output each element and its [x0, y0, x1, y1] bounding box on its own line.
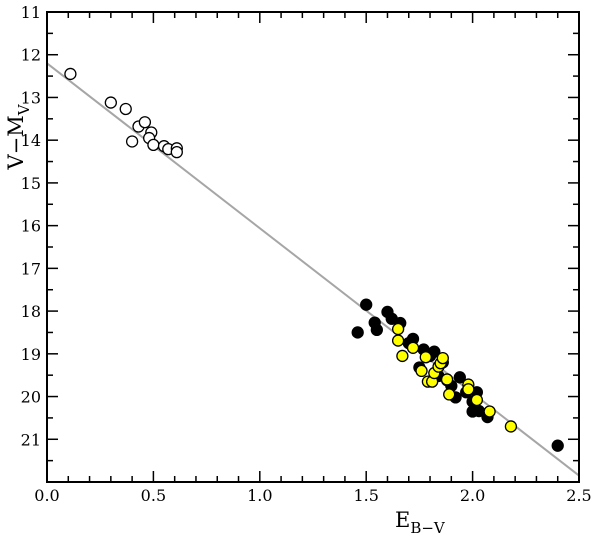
data-point: [125, 135, 139, 148]
x-axis-title-sub: B−V: [410, 519, 446, 537]
y-tick-label: 18: [21, 302, 41, 321]
y-tick-label: 17: [21, 259, 41, 278]
data-point: [138, 116, 152, 129]
series-yellow-circle: [391, 322, 518, 433]
data-point: [443, 388, 456, 401]
data-point: [351, 326, 364, 339]
ticks-layer: [46, 11, 580, 483]
data-point: [147, 138, 160, 152]
y-tick-labels: 11 12 13 14 15 16 17 18 19 20 21: [21, 3, 41, 449]
y-tick-label: 13: [21, 88, 41, 107]
y-axis-title: V−MV: [4, 103, 33, 170]
data-point: [170, 145, 183, 159]
x-tick-label: 1.0: [247, 486, 272, 505]
y-tick-label: 16: [21, 217, 41, 236]
points-layer: [64, 67, 564, 452]
data-point: [551, 439, 564, 452]
data-point: [419, 351, 432, 364]
x-tick-label: 1.5: [353, 486, 378, 505]
series-open-circle: [64, 67, 183, 159]
y-tick-label: 20: [21, 388, 41, 407]
data-point: [360, 298, 373, 311]
x-tick-labels: 0.0 0.5 1.0 1.5 2.0 2.5: [34, 486, 591, 505]
data-point: [428, 345, 441, 358]
data-point: [391, 334, 405, 347]
x-axis-title: EB−V: [395, 508, 446, 537]
y-tick-label: 21: [21, 430, 41, 449]
x-axis-title-main: E: [395, 508, 410, 532]
x-tick-label: 0.5: [141, 486, 166, 505]
data-point: [396, 349, 409, 363]
x-tick-label: 2.5: [566, 486, 591, 505]
data-point: [440, 373, 454, 386]
data-point: [470, 393, 484, 407]
data-point: [406, 341, 420, 354]
y-tick-label: 11: [21, 3, 41, 22]
y-tick-label: 19: [21, 345, 41, 364]
y-tick-label: 15: [21, 174, 41, 193]
data-point: [436, 351, 449, 365]
data-point: [64, 67, 77, 81]
fit-line-layer: [46, 62, 580, 477]
data-point: [415, 364, 428, 378]
x-tick-label: 2.0: [460, 486, 485, 505]
data-point: [104, 96, 117, 109]
x-tick-label: 0.0: [34, 486, 59, 505]
data-point: [462, 383, 475, 396]
data-point: [119, 102, 132, 116]
y-tick-label: 14: [21, 131, 41, 150]
fit-line: [46, 62, 580, 477]
data-point: [453, 371, 466, 384]
y-tick-label: 12: [21, 46, 41, 65]
data-point: [504, 420, 518, 433]
series-filled-circle: [351, 298, 564, 452]
data-point: [391, 322, 405, 336]
y-axis-title-main: V−M: [4, 115, 28, 170]
plot-frame: [46, 11, 580, 483]
data-point: [370, 323, 383, 337]
y-axis-title-sub: V: [15, 103, 33, 116]
data-point: [483, 405, 496, 418]
